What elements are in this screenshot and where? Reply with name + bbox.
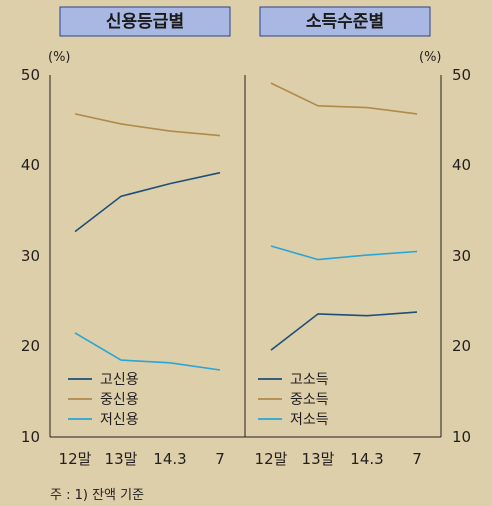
legend-label-high-income: 고소득 — [290, 372, 329, 388]
series-line-mid-credit — [74, 113, 221, 137]
right-x-tick-label: 14.3 — [350, 450, 383, 468]
left-x-tick-label: 14.3 — [153, 450, 186, 468]
left-x-tick-label: 7 — [215, 450, 225, 468]
legend-label-mid-income: 중소득 — [290, 392, 329, 408]
left-panel-title: 신용등급별 — [106, 12, 184, 32]
right-unit-label: (%) — [419, 50, 442, 65]
right-x-tick-label: 13말 — [302, 450, 335, 468]
right-y-tick-label: 50 — [452, 66, 471, 84]
left-y-tick-label: 50 — [21, 66, 40, 84]
left-panel-title-box — [59, 6, 231, 37]
left-unit-label: (%) — [48, 50, 71, 65]
left-y-tick-label: 20 — [21, 337, 40, 355]
legend-label-mid-credit: 중신용 — [100, 392, 139, 408]
right-y-tick-label: 10 — [452, 428, 471, 446]
right-panel-title-box — [259, 6, 431, 37]
right-y-tick-label: 40 — [452, 156, 471, 174]
series-line-mid-income — [270, 82, 418, 115]
left-y-tick-label: 10 — [21, 428, 40, 446]
legend-label-low-income: 저소득 — [290, 412, 329, 428]
footnote: 주 : 1) 잔액 기준 — [50, 488, 144, 503]
left-y-tick-label: 30 — [21, 247, 40, 265]
series-line-high-credit — [74, 171, 221, 233]
left-y-tick-label: 40 — [21, 156, 40, 174]
right-panel-title: 소득수준별 — [306, 12, 384, 32]
legend-label-high-credit: 고신용 — [100, 372, 139, 388]
series-line-high-income — [270, 311, 418, 351]
left-x-tick-label: 13말 — [105, 450, 138, 468]
right-x-tick-label: 7 — [412, 450, 422, 468]
right-x-tick-label: 12말 — [255, 450, 288, 468]
legend-label-low-credit: 저신용 — [100, 412, 139, 428]
right-y-tick-label: 30 — [452, 247, 471, 265]
right-y-tick-label: 20 — [452, 337, 471, 355]
left-x-tick-label: 12말 — [59, 450, 92, 468]
series-line-low-income — [270, 245, 418, 261]
series-line-low-credit — [74, 332, 221, 371]
